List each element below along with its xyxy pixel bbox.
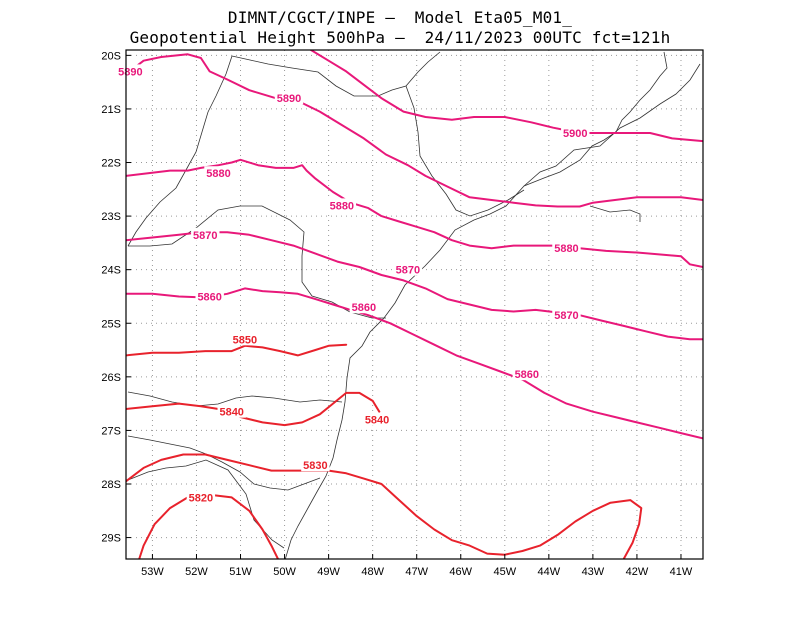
contour-label-bg	[552, 241, 581, 255]
map-frame	[125, 49, 704, 560]
y-tick-label: 29S	[101, 533, 121, 545]
contour-label-bg	[327, 198, 357, 212]
y-tick-label: 27S	[101, 425, 121, 437]
state-border	[589, 205, 641, 222]
contour-label: 5840	[219, 407, 243, 419]
contour-label: 5840	[365, 415, 389, 427]
y-tick-label: 21S	[101, 104, 121, 116]
state-border	[127, 435, 321, 491]
contour-label-bg	[195, 289, 224, 303]
latitude-axis: 20S 21S 22S 23S 24S 25S 26S 27S 28S 29S	[101, 50, 131, 545]
contour-label-bg	[301, 458, 330, 472]
contour-label: 5860	[515, 369, 539, 381]
x-tick-label: 43W	[582, 566, 605, 578]
coastline-and-borders	[127, 51, 701, 559]
x-tick-label: 51W	[229, 566, 252, 578]
contour-label: 5880	[330, 200, 354, 212]
contour-label: 5880	[554, 243, 578, 255]
contour-label-bg	[191, 227, 220, 241]
x-tick-label: 42W	[626, 566, 649, 578]
contour-label-bg	[552, 308, 581, 322]
contour-label: 5850	[233, 334, 257, 346]
contour-label-bg	[393, 262, 423, 276]
y-tick-label: 20S	[101, 50, 121, 62]
contour-label-bg	[116, 64, 145, 78]
state-border	[128, 205, 386, 319]
contour-line-5890	[126, 53, 703, 208]
state-border	[523, 63, 701, 187]
x-tick-label: 41W	[670, 566, 693, 578]
contour-label: 5880	[206, 168, 230, 180]
state-border	[405, 85, 525, 217]
contour-labels: 5890 5890 5900 5880 5880 5880 5870 5870 5870 5860…	[116, 64, 590, 504]
contour-line-5870	[126, 231, 703, 341]
contour-label-bg	[217, 404, 246, 418]
x-tick-label: 48W	[361, 566, 384, 578]
y-tick-label: 23S	[101, 211, 121, 223]
x-tick-label: 45W	[493, 566, 516, 578]
y-tick-label: 22S	[101, 158, 121, 170]
contour-label-bg	[186, 490, 216, 504]
contour-label: 5860	[197, 291, 221, 303]
state-border	[231, 51, 441, 97]
x-tick-label: 49W	[317, 566, 340, 578]
x-tick-label: 52W	[185, 566, 208, 578]
contour-label-bg	[230, 332, 260, 346]
contour-label-bg	[512, 367, 542, 381]
x-tick-label: 50W	[273, 566, 296, 578]
contours	[126, 50, 703, 559]
y-tick-label: 26S	[101, 372, 121, 384]
contour-label: 5860	[352, 302, 376, 314]
contour-line-5880	[126, 158, 703, 268]
contour-line-5840	[126, 391, 381, 427]
contour-label: 5870	[554, 310, 578, 322]
y-tick-label: 28S	[101, 479, 121, 491]
state-border	[127, 391, 343, 407]
contour-line-5900	[310, 50, 703, 143]
x-tick-label: 47W	[405, 566, 428, 578]
longitude-axis: 53W 52W 51W 50W 49W 48W 47W 46W 45W 44W 43W 42W 41W	[141, 554, 693, 578]
contour-label: 5820	[189, 492, 213, 504]
contour-label-bg	[204, 166, 233, 180]
contour-label: 5870	[396, 265, 420, 277]
grid-lines	[126, 50, 703, 559]
map-title-line-2: Geopotential Height 500hPa – 24/11/2023 …	[129, 28, 671, 47]
contour-label: 5830	[303, 460, 327, 472]
contour-label-bg	[274, 91, 304, 105]
contour-label-bg	[561, 126, 590, 140]
map-title-line-1: DIMNT/CGCT/INPE – Model Eta05_M01_	[227, 8, 573, 27]
contour-label: 5870	[193, 230, 217, 242]
x-tick-label: 44W	[538, 566, 561, 578]
state-border	[127, 55, 233, 247]
contour-label-bg	[362, 412, 392, 426]
contour-label: 5900	[563, 128, 587, 140]
contour-line-5830	[126, 453, 643, 559]
contour-label: 5890	[118, 66, 142, 78]
contour-line-5850	[126, 343, 348, 357]
contour-label: 5890	[277, 93, 301, 105]
contour-line-5860	[126, 287, 703, 440]
y-tick-label: 24S	[101, 265, 121, 277]
coastline	[284, 51, 668, 559]
x-tick-label: 53W	[141, 566, 164, 578]
x-tick-label: 46W	[449, 566, 472, 578]
contour-label-bg	[349, 300, 379, 314]
y-tick-label: 25S	[101, 318, 121, 330]
